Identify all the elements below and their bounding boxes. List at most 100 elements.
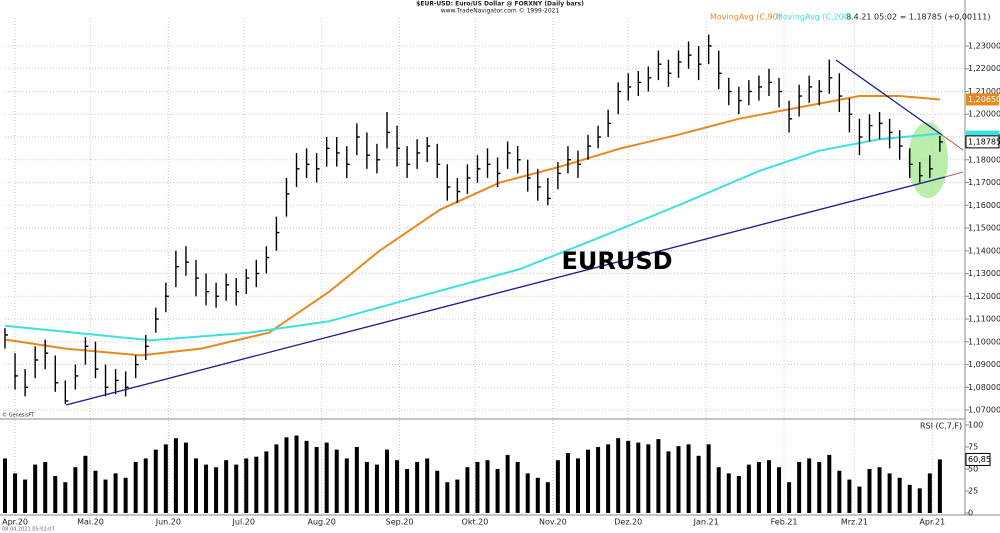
rsi-bar bbox=[425, 458, 430, 513]
rsi-bar bbox=[857, 486, 862, 513]
rsi-bar bbox=[415, 461, 420, 513]
rsi-bar bbox=[103, 479, 108, 513]
x-tick-label: Sep.20 bbox=[386, 518, 414, 527]
x-tick-label: Jul.20 bbox=[232, 518, 255, 527]
rsi-bar bbox=[877, 467, 882, 513]
y-tick-label: 1,14000 bbox=[968, 246, 1000, 255]
x-tick-label: Jan.21 bbox=[693, 518, 719, 527]
y-tick-label: 50 bbox=[968, 465, 978, 474]
rsi-bar bbox=[274, 444, 279, 513]
rsi-bar bbox=[53, 476, 58, 513]
price-label-box bbox=[965, 135, 1000, 149]
source: © GenesisFT bbox=[2, 412, 35, 419]
rsi-bar bbox=[646, 444, 651, 513]
rsi-bar bbox=[606, 444, 611, 513]
y-tick-label: 1,17000 bbox=[968, 178, 1000, 187]
rsi-bar bbox=[766, 460, 771, 513]
rsi-bar bbox=[143, 458, 148, 513]
rsi-bar bbox=[586, 449, 591, 513]
rsi-bar bbox=[284, 437, 289, 513]
x-tick-label: Mai.20 bbox=[77, 518, 104, 527]
y-tick-label: 1,15000 bbox=[968, 224, 1000, 233]
rsi-bar bbox=[214, 467, 219, 513]
timestamp: 08.04.2021 05:02:07 bbox=[2, 527, 55, 533]
x-tick-label: Okt.20 bbox=[462, 518, 489, 527]
rsi-bar bbox=[395, 460, 400, 513]
rsi-bar bbox=[204, 464, 209, 513]
rsi-bar bbox=[505, 454, 510, 513]
ma-label-box bbox=[966, 130, 999, 136]
rsi-bar bbox=[837, 470, 842, 513]
support-trendline bbox=[65, 176, 946, 406]
rsi-bar bbox=[374, 464, 379, 513]
rsi-bar bbox=[465, 467, 470, 513]
y-tick-label: 1,07000 bbox=[968, 406, 1000, 415]
rsi-bar bbox=[565, 453, 570, 513]
title: $EUR-USD: Euro/US Dollar @ FORXNY (Daily… bbox=[416, 1, 584, 8]
x-tick-label: Dez.20 bbox=[614, 518, 642, 527]
rsi-bar bbox=[455, 479, 460, 513]
rsi-bar bbox=[827, 454, 832, 513]
rsi-bar bbox=[777, 467, 782, 513]
x-tick-label: Apr.20 bbox=[2, 518, 28, 527]
y-tick-label: 1,23000 bbox=[968, 41, 1000, 50]
rsi-bar bbox=[33, 464, 38, 513]
rsi-label: 60,85 bbox=[968, 455, 991, 464]
x-tick-label: Aug.20 bbox=[307, 518, 335, 527]
rsi-bar bbox=[23, 479, 28, 513]
rsi-bar bbox=[324, 442, 329, 513]
rsi-bar bbox=[264, 451, 269, 513]
rsi-bar bbox=[224, 460, 229, 513]
legend-entry: MovingAvg (C,200) bbox=[776, 13, 852, 22]
rsi-bar bbox=[706, 444, 711, 513]
rsi-bar bbox=[736, 476, 741, 513]
rsi-bar bbox=[545, 482, 550, 513]
rsi-bar bbox=[485, 460, 490, 513]
rsi-bar bbox=[244, 458, 249, 513]
rsi-bar bbox=[746, 464, 751, 513]
x-tick-label: Apr.21 bbox=[919, 518, 945, 527]
rsi-bar bbox=[3, 458, 7, 513]
rsi-bar bbox=[153, 449, 158, 513]
rsi-bar bbox=[937, 459, 942, 513]
x-tick-label: Nov.20 bbox=[539, 518, 567, 527]
legend-entry: MovingAvg (C,90) bbox=[710, 13, 781, 22]
rsi-bar bbox=[123, 477, 128, 513]
y-tick-label: 1,22000 bbox=[968, 64, 1000, 73]
y-tick-label: 1,18000 bbox=[968, 155, 1000, 164]
rsi-bar bbox=[535, 477, 540, 513]
rsi-bar bbox=[63, 482, 68, 513]
rsi-bar bbox=[83, 455, 88, 513]
y-tick-label: 1,11000 bbox=[968, 315, 1000, 324]
rsi-bar bbox=[817, 461, 822, 513]
rsi-bar bbox=[43, 461, 48, 513]
annotation: EURUSD bbox=[561, 247, 672, 275]
labels: 1,07000 1,08000 1,09000 1,10000 1,11000 1,120… bbox=[2, 13, 1000, 527]
rsi-bar bbox=[475, 461, 480, 513]
rsi-bar bbox=[304, 440, 309, 513]
grid bbox=[5, 18, 969, 515]
rsi-bar bbox=[666, 451, 671, 513]
rsi-bar bbox=[575, 458, 580, 513]
rsi-bar bbox=[193, 458, 198, 513]
y-tick-label: 1,10000 bbox=[968, 337, 1000, 346]
rsi-bar bbox=[364, 461, 369, 513]
rsi-bar bbox=[686, 444, 691, 513]
moving-average bbox=[4, 132, 940, 342]
rsi-bar bbox=[173, 438, 178, 513]
support-extension bbox=[944, 171, 964, 178]
rsi-bar bbox=[515, 461, 520, 513]
rsi-bar bbox=[294, 435, 299, 513]
y-tick-label: 1,12000 bbox=[968, 292, 1000, 301]
rsi-bar bbox=[314, 447, 319, 513]
rsi-bar bbox=[847, 479, 852, 513]
marks bbox=[3, 34, 943, 513]
rsi-bar bbox=[787, 482, 792, 513]
rsi-bar bbox=[616, 438, 621, 513]
price-label: 1,18785 bbox=[968, 137, 1000, 146]
rsi-bar bbox=[596, 447, 601, 513]
rsi-bar bbox=[696, 455, 701, 513]
rsi-bar bbox=[756, 461, 761, 513]
rsi-bar bbox=[384, 449, 389, 513]
